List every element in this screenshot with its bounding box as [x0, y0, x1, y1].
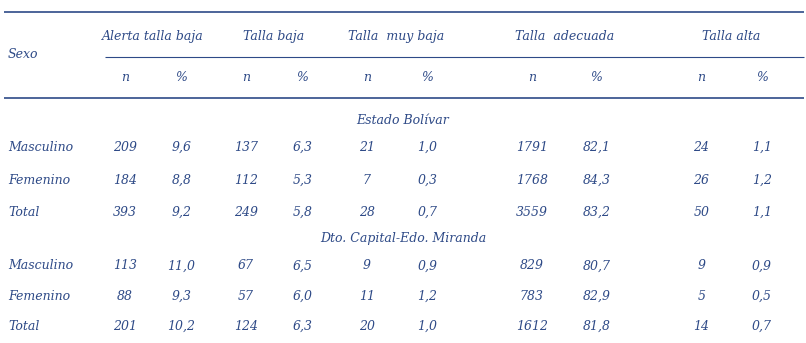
Text: Total: Total [8, 320, 39, 333]
Text: Femenino: Femenino [8, 174, 70, 187]
Text: 5: 5 [697, 290, 705, 303]
Text: 9,3: 9,3 [172, 290, 191, 303]
Text: Sexo: Sexo [8, 48, 39, 61]
Text: 201: 201 [113, 320, 137, 333]
Text: 67: 67 [238, 259, 254, 272]
Text: 1,2: 1,2 [418, 290, 437, 303]
Text: 5,8: 5,8 [293, 206, 312, 219]
Text: 6,3: 6,3 [293, 141, 312, 154]
Text: 9: 9 [363, 259, 371, 272]
Text: 1791: 1791 [516, 141, 548, 154]
Text: 9,6: 9,6 [172, 141, 191, 154]
Text: 57: 57 [238, 290, 254, 303]
Text: 10,2: 10,2 [168, 320, 195, 333]
Text: 80,7: 80,7 [583, 259, 610, 272]
Text: 14: 14 [693, 320, 709, 333]
Text: Masculino: Masculino [8, 259, 73, 272]
Text: Talla baja: Talla baja [243, 29, 305, 43]
Text: n: n [242, 71, 250, 84]
Text: 829: 829 [520, 259, 544, 272]
Text: n: n [363, 71, 371, 84]
Text: 393: 393 [113, 206, 137, 219]
Text: %: % [756, 71, 767, 84]
Text: 50: 50 [693, 206, 709, 219]
Text: 82,1: 82,1 [583, 141, 610, 154]
Text: n: n [697, 71, 705, 84]
Text: Alerta talla baja: Alerta talla baja [102, 29, 204, 43]
Text: 1,0: 1,0 [418, 141, 437, 154]
Text: 137: 137 [234, 141, 258, 154]
Text: 82,9: 82,9 [583, 290, 610, 303]
Text: 113: 113 [113, 259, 137, 272]
Text: 9,2: 9,2 [172, 206, 191, 219]
Text: 1768: 1768 [516, 174, 548, 187]
Text: 0,7: 0,7 [418, 206, 437, 219]
Text: 112: 112 [234, 174, 258, 187]
Text: Talla alta: Talla alta [702, 29, 760, 43]
Text: 209: 209 [113, 141, 137, 154]
Text: 6,0: 6,0 [293, 290, 312, 303]
Text: 6,5: 6,5 [293, 259, 312, 272]
Text: %: % [176, 71, 187, 84]
Text: 83,2: 83,2 [583, 206, 610, 219]
Text: 9: 9 [697, 259, 705, 272]
Text: 249: 249 [234, 206, 258, 219]
Text: 24: 24 [693, 141, 709, 154]
Text: %: % [591, 71, 602, 84]
Text: 1612: 1612 [516, 320, 548, 333]
Text: 6,3: 6,3 [293, 320, 312, 333]
Text: 21: 21 [359, 141, 375, 154]
Text: 0,5: 0,5 [752, 290, 771, 303]
Text: 28: 28 [359, 206, 375, 219]
Text: 8,8: 8,8 [172, 174, 191, 187]
Text: %: % [422, 71, 433, 84]
Text: 84,3: 84,3 [583, 174, 610, 187]
Text: 0,3: 0,3 [418, 174, 437, 187]
Text: 184: 184 [113, 174, 137, 187]
Text: 5,3: 5,3 [293, 174, 312, 187]
Text: 11: 11 [359, 290, 375, 303]
Text: Total: Total [8, 206, 39, 219]
Text: Femenino: Femenino [8, 290, 70, 303]
Text: Masculino: Masculino [8, 141, 73, 154]
Text: Estado Bolívar: Estado Bolívar [356, 114, 450, 127]
Text: 11,0: 11,0 [168, 259, 195, 272]
Text: n: n [121, 71, 129, 84]
Text: 88: 88 [117, 290, 133, 303]
Text: 81,8: 81,8 [583, 320, 610, 333]
Text: 7: 7 [363, 174, 371, 187]
Text: 1,1: 1,1 [752, 141, 771, 154]
Text: 783: 783 [520, 290, 544, 303]
Text: 0,9: 0,9 [418, 259, 437, 272]
Text: 1,0: 1,0 [418, 320, 437, 333]
Text: 1,2: 1,2 [752, 174, 771, 187]
Text: %: % [297, 71, 308, 84]
Text: 124: 124 [234, 320, 258, 333]
Text: 0,7: 0,7 [752, 320, 771, 333]
Text: 20: 20 [359, 320, 375, 333]
Text: 0,9: 0,9 [752, 259, 771, 272]
Text: 26: 26 [693, 174, 709, 187]
Text: Talla  adecuada: Talla adecuada [514, 29, 614, 43]
Text: 1,1: 1,1 [752, 206, 771, 219]
Text: 3559: 3559 [516, 206, 548, 219]
Text: Talla  muy baja: Talla muy baja [348, 29, 445, 43]
Text: n: n [528, 71, 536, 84]
Text: Dto. Capital-Edo. Miranda: Dto. Capital-Edo. Miranda [320, 232, 486, 245]
